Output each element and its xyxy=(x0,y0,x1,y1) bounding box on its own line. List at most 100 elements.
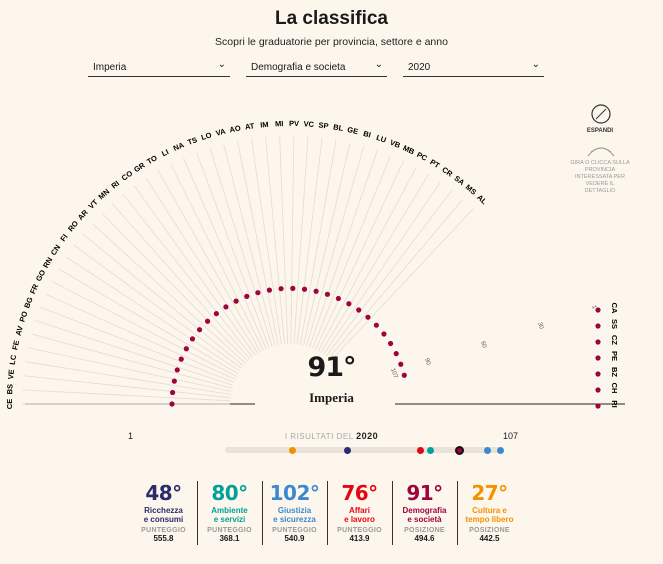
stat-rank: 76° xyxy=(341,481,378,505)
province-label[interactable]: VA xyxy=(215,126,227,137)
province-label[interactable]: PT xyxy=(428,157,441,170)
province-label[interactable]: CR xyxy=(440,165,454,179)
right-province-labels[interactable]: CA SS CZ PE BZ CH RI xyxy=(610,303,619,408)
province-label[interactable]: GR xyxy=(132,160,147,174)
sector-select[interactable]: Demografia e societa ⌄ xyxy=(246,59,387,77)
province-label[interactable]: RI xyxy=(109,179,120,191)
province-label[interactable]: GO xyxy=(34,268,47,283)
province-label[interactable]: MN xyxy=(97,187,112,201)
timeline-marker[interactable] xyxy=(416,446,424,454)
province-label[interactable]: RO xyxy=(66,219,80,234)
year-select[interactable]: 2020 ⌄ xyxy=(403,59,544,77)
province-label[interactable]: MI xyxy=(275,119,284,128)
province-label[interactable]: TS xyxy=(186,135,198,147)
province-label[interactable]: LI xyxy=(160,147,170,158)
spoke-line xyxy=(293,136,309,345)
province-label[interactable]: AL xyxy=(475,193,489,207)
spoke-line xyxy=(39,306,235,383)
timeline-marker-end[interactable] xyxy=(497,446,504,454)
timeline-year: 2020 xyxy=(356,431,379,441)
expand-button[interactable] xyxy=(591,104,611,124)
rank-dot xyxy=(233,298,239,304)
stat-card[interactable]: 102° Giustizia e sicurezza PUNTEGGIO 540.9 xyxy=(262,481,326,545)
stat-rank: 80° xyxy=(211,481,248,505)
province-label[interactable]: SP xyxy=(318,120,329,130)
province-label[interactable]: CN xyxy=(49,243,62,257)
province-label[interactable]: SA xyxy=(453,174,467,188)
province-label[interactable]: BI xyxy=(362,129,372,140)
province-label[interactable]: PC xyxy=(415,150,429,163)
expand-label[interactable]: ESPANDI xyxy=(586,128,614,134)
province-label[interactable]: PE xyxy=(610,351,619,361)
rank-dot xyxy=(324,291,331,297)
province-label[interactable]: CO xyxy=(120,169,135,183)
timeline-marker[interactable] xyxy=(343,446,351,454)
spoke-line xyxy=(58,268,239,375)
province-label[interactable]: TO xyxy=(145,153,159,166)
stat-rank: 48° xyxy=(145,481,182,505)
province-label[interactable]: FE xyxy=(10,340,21,351)
spoke-line xyxy=(170,163,264,351)
stat-card[interactable]: 91° Demografia e società POSIZIONE 494.6 xyxy=(392,481,456,545)
province-label[interactable]: BS xyxy=(5,384,15,395)
spoke-line xyxy=(251,138,282,345)
province-label[interactable]: RI xyxy=(610,400,619,408)
province-label[interactable]: LO xyxy=(200,130,213,142)
stat-card[interactable]: 76° Affari e lavoro PUNTEGGIO 413.9 xyxy=(327,481,391,545)
timeline-marker[interactable] xyxy=(427,446,435,454)
spoke-line xyxy=(237,141,279,346)
stat-card[interactable]: 80° Ambiente e servizi PUNTEGGIO 368.1 xyxy=(197,481,261,545)
province-label[interactable]: MS xyxy=(464,183,478,197)
stat-label: PUNTEGGIO xyxy=(337,527,382,534)
province-label[interactable]: FR xyxy=(28,282,41,295)
spoke-line xyxy=(303,142,351,346)
province-label[interactable]: VB xyxy=(389,138,403,150)
province-label[interactable]: SS xyxy=(610,319,619,329)
province-label[interactable]: AO xyxy=(229,123,242,134)
province-label[interactable]: GE xyxy=(346,125,359,136)
spoke-line xyxy=(279,136,289,345)
stat-rank: 91° xyxy=(406,481,443,505)
province-label[interactable]: NA xyxy=(172,140,186,153)
spokes xyxy=(22,136,474,405)
province-label[interactable]: CA xyxy=(610,303,619,314)
rank-dot xyxy=(278,286,284,292)
stat-label: POSIZIONE xyxy=(469,527,510,534)
province-label[interactable]: CZ xyxy=(610,335,619,345)
scale-tick: 1 xyxy=(590,305,597,311)
province-label[interactable]: RN xyxy=(41,256,54,270)
year-select-value: 2020 xyxy=(408,62,431,73)
stat-card[interactable]: 48° Ricchezza e consumi PUNTEGGIO 555.8 xyxy=(132,481,195,545)
timeline-track xyxy=(225,447,501,453)
stat-card[interactable]: 27° Cultura e tempo libero POSIZIONE 442.5 xyxy=(457,481,521,545)
timeline-marker[interactable] xyxy=(454,445,464,455)
province-label[interactable]: VE xyxy=(6,369,16,380)
province-label[interactable]: IM xyxy=(260,120,269,130)
province-label[interactable]: AV xyxy=(14,325,25,337)
expand-icon[interactable] xyxy=(591,104,611,124)
province-label[interactable]: MB xyxy=(402,143,417,156)
province-label[interactable]: VT xyxy=(86,197,99,210)
province-label[interactable]: BL xyxy=(333,122,345,133)
spoke-line xyxy=(23,375,231,399)
province-label[interactable]: BG xyxy=(22,296,35,310)
province-label[interactable]: AT xyxy=(244,121,255,131)
timeline-marker[interactable] xyxy=(484,446,492,454)
rotate-icon xyxy=(587,147,615,157)
province-label[interactable]: AR xyxy=(76,207,90,221)
timeline-marker[interactable] xyxy=(289,446,297,454)
province-label[interactable]: VC xyxy=(303,119,315,129)
stat-category: Ambiente e servizi xyxy=(211,506,248,524)
province-label[interactable]: BZ xyxy=(610,367,619,377)
spoke-line xyxy=(309,150,378,348)
province-label[interactable]: CH xyxy=(610,383,619,394)
province-select[interactable]: Imperia ⌄ xyxy=(88,59,230,77)
province-label[interactable]: FI xyxy=(58,232,69,243)
province-label[interactable]: LU xyxy=(375,133,387,145)
province-label[interactable]: LC xyxy=(8,354,19,366)
province-label[interactable]: CE xyxy=(5,399,14,409)
rank-dot xyxy=(290,285,296,291)
province-label[interactable]: PV xyxy=(289,119,299,128)
province-label[interactable]: PO xyxy=(17,310,29,323)
stat-category: Ricchezza e consumi xyxy=(143,506,184,524)
